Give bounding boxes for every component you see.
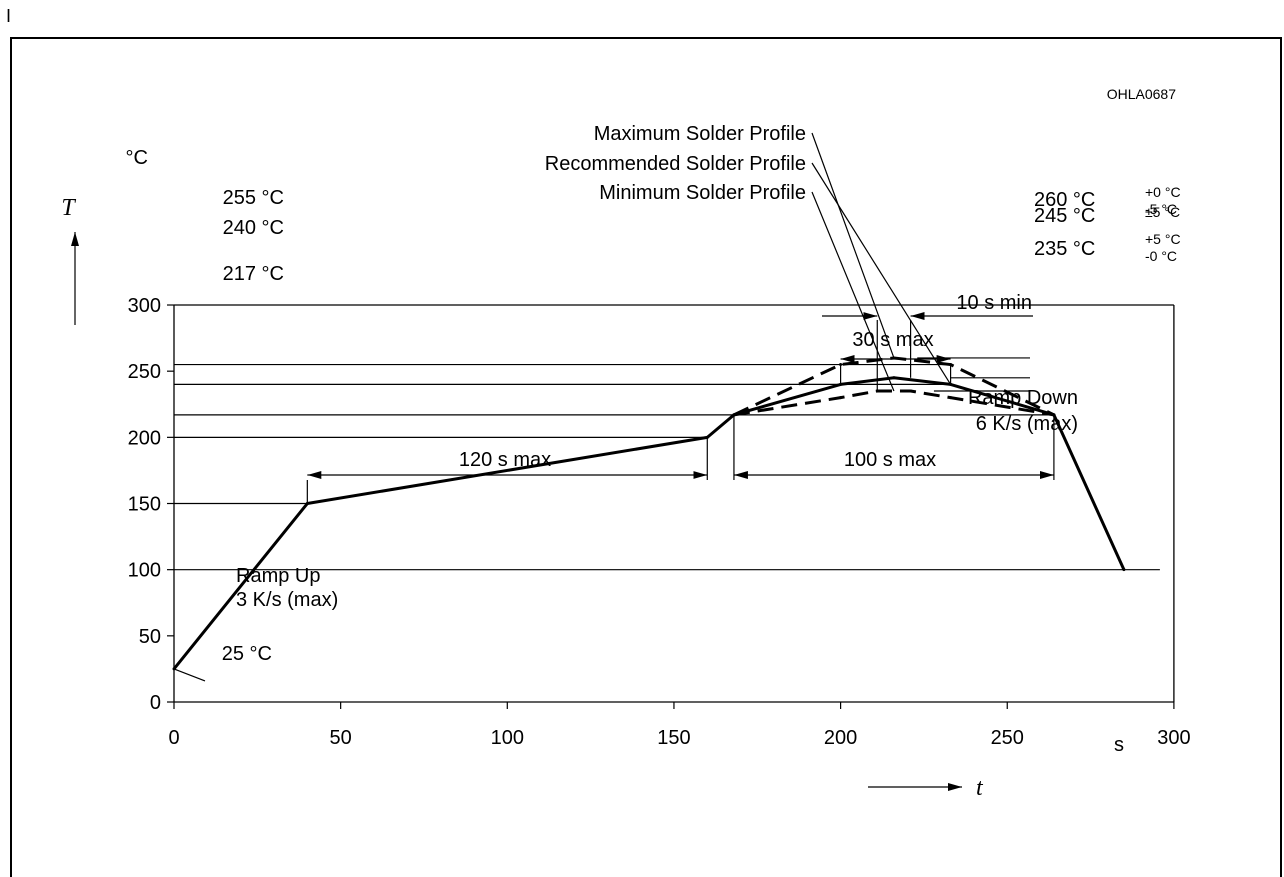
series-point [949, 363, 953, 367]
series-point [839, 382, 843, 386]
y-tick-label: 50 [139, 626, 161, 648]
y-tick-label: 100 [128, 560, 161, 582]
stray-mark: I [6, 6, 12, 26]
peak-tol-260-bottom: -5 °C [1145, 201, 1177, 217]
profile-label: Minimum Solder Profile [599, 182, 806, 204]
ramp-down-rate: 6 K/s (max) [976, 413, 1078, 435]
ramp-down-label: Ramp Down [968, 387, 1078, 409]
interval-label: 30 s max [852, 329, 933, 351]
ref-leader-25 [173, 668, 206, 682]
profile-leader-line [811, 191, 895, 392]
reference-temp-label: 217 °C [223, 263, 284, 285]
y-tick-label: 300 [128, 295, 161, 317]
series-point [875, 389, 879, 393]
x-axis-label: t [976, 775, 984, 801]
peak-tol-235-bottom: -0 °C [1145, 248, 1177, 264]
x-tick-label: 200 [824, 727, 857, 749]
ramp-up-label: Ramp Up [236, 565, 320, 587]
peak-tol-245: ±5 °C [1145, 204, 1180, 220]
series-point [732, 413, 736, 417]
peak-label-245: 245 °C [1034, 205, 1095, 227]
profile-label: Maximum Solder Profile [594, 123, 806, 145]
y-tick-label: 150 [128, 494, 161, 516]
interval-label: 100 s max [844, 449, 936, 471]
profile-leader-line [811, 132, 895, 359]
peak-tol-235-top: +5 °C [1145, 231, 1181, 247]
series-point [909, 389, 913, 393]
series-point [892, 376, 896, 380]
x-tick-label: 0 [168, 727, 179, 749]
figure-code: OHLA0687 [1107, 86, 1176, 102]
reference-temp-label: 25 °C [222, 643, 272, 665]
x-tick-label: 250 [991, 727, 1024, 749]
series-point [839, 396, 843, 400]
peak-tol-260-top: +0 °C [1145, 184, 1181, 200]
y-axis-label: T [61, 195, 76, 221]
reference-temp-label: 255 °C [223, 187, 284, 209]
profile-label: Recommended Solder Profile [545, 153, 806, 175]
interval-label: 10 s min [956, 292, 1032, 314]
series-point [705, 435, 709, 439]
x-tick-label: 300 [1157, 727, 1190, 749]
x-tick-label: 50 [330, 727, 352, 749]
profile-leader-line [811, 162, 952, 385]
series-point [1122, 568, 1126, 572]
y-tick-label: 250 [128, 361, 161, 383]
x-tick-label: 150 [657, 727, 690, 749]
peak-label-260: 260 °C [1034, 189, 1095, 211]
interval-label: 120 s max [459, 449, 551, 471]
y-tick-label: 0 [150, 692, 161, 714]
series-point [1052, 413, 1056, 417]
series-point [305, 502, 309, 506]
x-axis-unit: s [1114, 734, 1124, 756]
y-axis-unit: °C [126, 147, 148, 169]
series-point [949, 396, 953, 400]
ramp-up-rate: 3 K/s (max) [236, 589, 338, 611]
peak-label-235: 235 °C [1034, 238, 1095, 260]
y-tick-label: 200 [128, 427, 161, 449]
x-tick-label: 100 [491, 727, 524, 749]
series-point [172, 667, 176, 671]
series-point [839, 363, 843, 367]
reference-temp-label: 240 °C [223, 217, 284, 239]
figure-frame [10, 37, 1282, 877]
